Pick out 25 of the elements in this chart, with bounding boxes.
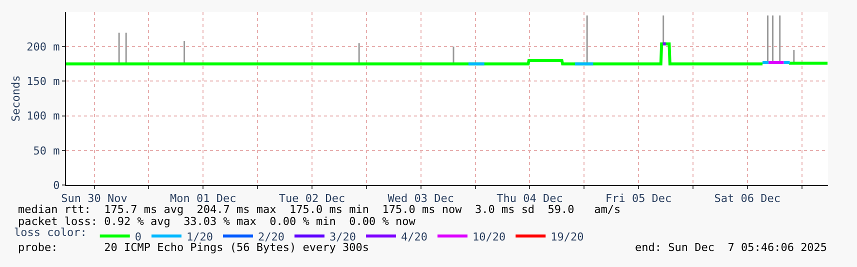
x-tick-label: Thu 04 Dec (496, 192, 563, 206)
legend-label: 2/20 (258, 230, 284, 244)
y-tick-label: 200 m (26, 40, 60, 54)
text: packet loss: 0.92 % avg 33.03 % max 0.00 % min 0.00 % now (18, 215, 416, 228)
legend-title: loss color: (14, 226, 87, 239)
y-tick-label: 0 (53, 178, 60, 192)
x-tick-label: Sun 30 Nov (61, 192, 128, 206)
x-tick-label: Fri 05 Dec (605, 192, 672, 206)
y-axis-title: Seconds (9, 75, 22, 122)
text: median rtt: 175.7 ms avg 204.7 ms max 175.0 ms min 175.0 ms now 3.0 ms sd 59.0 am/s (18, 203, 621, 216)
legend-label: 3/20 (329, 230, 356, 244)
legend-label: 1/20 (186, 230, 213, 244)
y-tick-label: 50 m (33, 144, 60, 158)
text: probe: 20 ICMP Echo Pings (56 Bytes) every 300s (18, 241, 369, 254)
legend-label: 10/20 (472, 230, 506, 244)
x-tick-label: Sat 06 Dec (714, 192, 781, 206)
y-tick-label: 150 m (26, 75, 60, 88)
text: end: Sun Dec 7 05:46:06 2025 (635, 241, 828, 254)
x-tick-label: Mon 01 Dec (170, 192, 236, 206)
legend-label: 0 (134, 230, 142, 244)
x-tick-label: Tue 02 Dec (278, 192, 346, 206)
legend-label: 4/20 (400, 230, 428, 244)
x-tick-label: Wed 03 Dec (388, 192, 454, 206)
y-tick-label: 100 m (26, 110, 60, 123)
legend-label: 19/20 (550, 230, 584, 244)
